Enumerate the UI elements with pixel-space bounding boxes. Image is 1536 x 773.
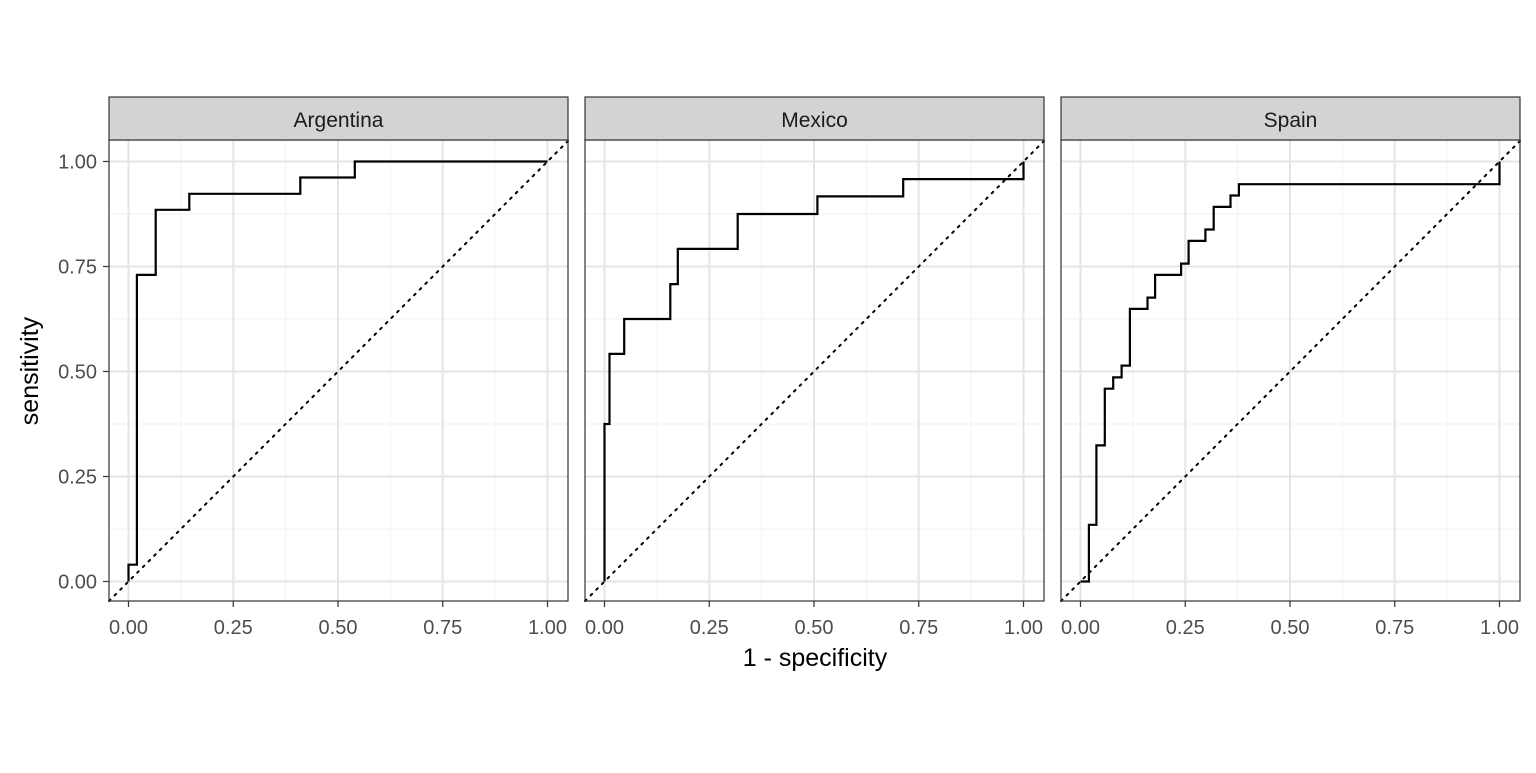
y-tick-label: 0.00 — [58, 572, 97, 594]
facet-strip — [1060, 96, 1521, 141]
x-tick-label: 0.00 — [585, 617, 624, 639]
x-tick-label: 0.25 — [1166, 617, 1205, 639]
x-tick-label: 0.75 — [899, 617, 938, 639]
facet-strip-label: Spain — [1264, 109, 1318, 132]
facet-strip — [584, 96, 1045, 141]
x-tick-label: 0.75 — [423, 617, 462, 639]
y-tick-label: 0.25 — [58, 467, 97, 489]
facet-strip — [108, 96, 569, 141]
y-axis-title: sensitivity — [16, 316, 44, 425]
x-tick-label: 0.50 — [319, 617, 358, 639]
x-tick-label: 0.25 — [214, 617, 253, 639]
x-tick-label: 0.25 — [690, 617, 729, 639]
x-tick-label: 1.00 — [1004, 617, 1043, 639]
x-tick-label: 1.00 — [1480, 617, 1519, 639]
y-tick-label: 1.00 — [58, 152, 97, 174]
y-tick-label: 0.50 — [58, 362, 97, 384]
roc-curve-mexico — [603, 161, 1025, 582]
x-axis-title: 1 - specificity — [743, 644, 888, 672]
facet-strip-label: Argentina — [294, 109, 384, 132]
roc-curve-argentina — [127, 160, 548, 582]
y-tick-label: 0.75 — [58, 257, 97, 279]
x-tick-label: 0.50 — [795, 617, 834, 639]
facet-strip-label: Mexico — [781, 109, 848, 132]
x-tick-label: 0.00 — [1061, 617, 1100, 639]
roc-curve-spain — [1080, 161, 1501, 583]
x-tick-label: 0.50 — [1271, 617, 1310, 639]
x-tick-label: 0.00 — [109, 617, 148, 639]
x-tick-label: 1.00 — [528, 617, 567, 639]
x-tick-label: 0.75 — [1375, 617, 1414, 639]
